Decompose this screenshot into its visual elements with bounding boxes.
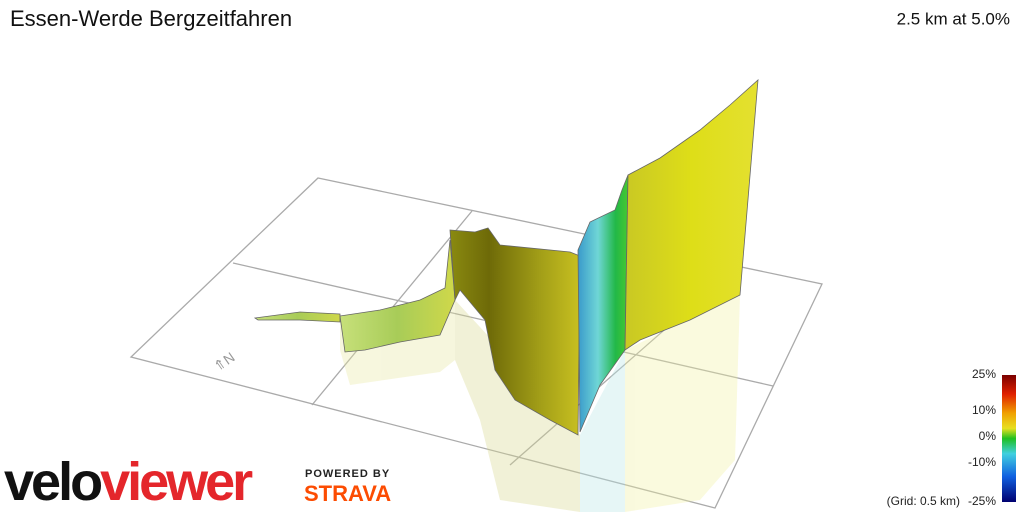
scale-label: -25% [968, 494, 996, 508]
color-scale [1002, 375, 1016, 502]
scale-label: 0% [979, 429, 997, 443]
logo: veloviewer [4, 452, 253, 512]
title: Essen-Werde Bergzeitfahren [10, 6, 292, 31]
logo-part: velo [4, 452, 101, 512]
scale-label: -10% [968, 455, 996, 469]
logo-part: viewer [100, 452, 253, 512]
summary: 2.5 km at 5.0% [897, 9, 1010, 28]
powered-by: POWERED BY [305, 468, 390, 480]
profile-ribbon [253, 79, 759, 436]
scale-label: 10% [972, 403, 996, 417]
north-arrow: ⇑N [211, 349, 238, 375]
scale-label: 25% [972, 367, 996, 381]
strava: STRAVA [304, 481, 391, 506]
grid-note: (Grid: 0.5 km) [887, 494, 960, 508]
